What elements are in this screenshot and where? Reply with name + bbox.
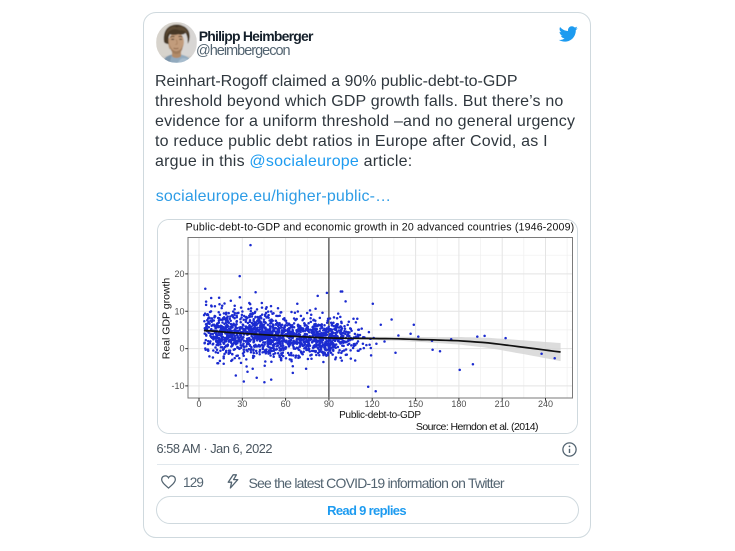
svg-text:120: 120	[365, 399, 380, 409]
svg-text:90: 90	[324, 399, 334, 409]
svg-text:30: 30	[237, 399, 247, 409]
svg-text:10: 10	[174, 306, 184, 316]
svg-text:0: 0	[179, 344, 184, 354]
svg-text:Public-debt-to-GDP and economi: Public-debt-to-GDP and economic growth i…	[186, 221, 575, 233]
svg-text:210: 210	[495, 399, 510, 409]
svg-text:0: 0	[196, 399, 201, 409]
svg-text:Public-debt-to-GDP: Public-debt-to-GDP	[339, 410, 421, 421]
svg-text:Real GDP growth: Real GDP growth	[161, 278, 173, 360]
svg-text:180: 180	[451, 399, 466, 409]
svg-text:-10: -10	[171, 381, 184, 391]
svg-text:60: 60	[281, 399, 291, 409]
svg-text:240: 240	[538, 399, 553, 409]
svg-text:20: 20	[174, 269, 184, 279]
svg-text:150: 150	[408, 399, 423, 409]
svg-text:Source: Herndon et al. (2014): Source: Herndon et al. (2014)	[416, 421, 538, 433]
